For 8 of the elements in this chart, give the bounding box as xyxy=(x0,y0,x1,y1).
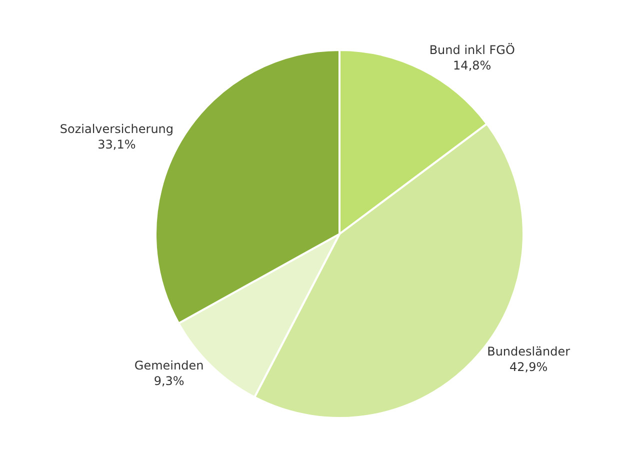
data-label: 33,1% xyxy=(98,138,136,152)
slice-label: Bundesländer xyxy=(487,344,570,359)
slice-label: Sozialversicherung xyxy=(60,122,174,136)
slice-label: Bund inkl FGÖ xyxy=(429,42,515,57)
data-label: 14,8% xyxy=(453,58,492,72)
data-label: 9,3% xyxy=(154,374,184,388)
data-label: 42,9% xyxy=(509,360,548,374)
slice-label: Gemeinden xyxy=(134,358,204,373)
